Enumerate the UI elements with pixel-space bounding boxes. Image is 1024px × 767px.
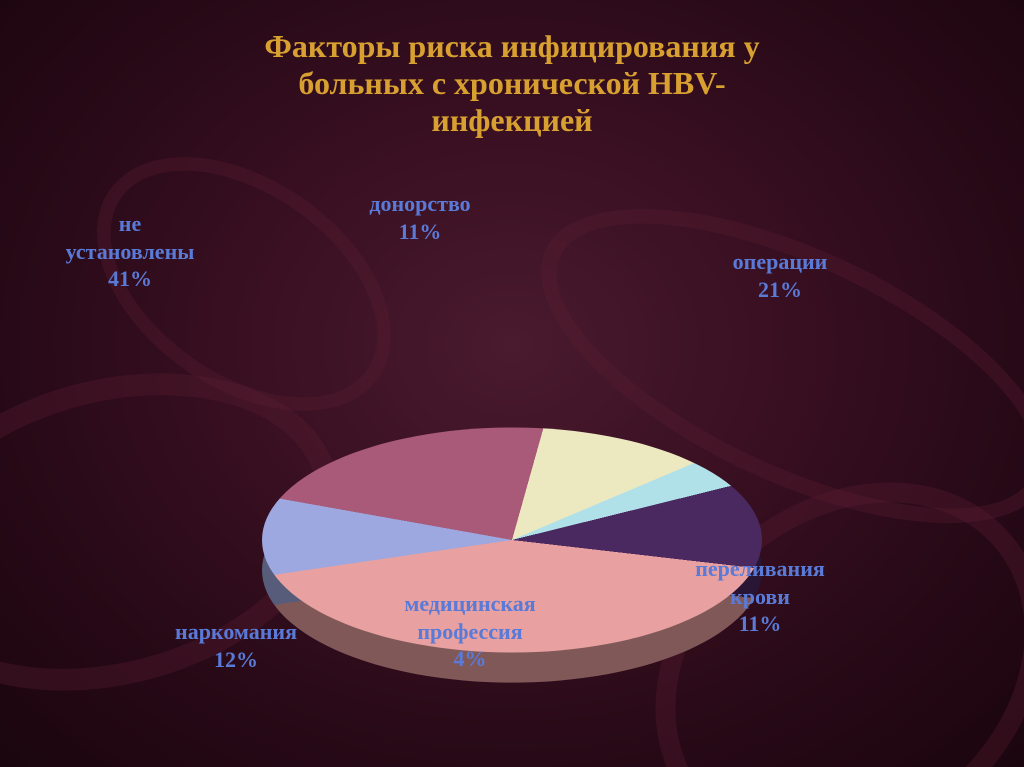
chart-title: Факторы риска инфицирования у больных с … [0, 28, 1024, 138]
pie-label: не установлены 41% [20, 210, 240, 293]
pie-label: медицинская профессия 4% [360, 590, 580, 673]
pie-label: донорство 11% [310, 190, 530, 245]
pie-label: операции 21% [670, 248, 890, 303]
pie-label: переливания крови 11% [650, 555, 870, 638]
pie-label: наркомания 12% [126, 618, 346, 673]
